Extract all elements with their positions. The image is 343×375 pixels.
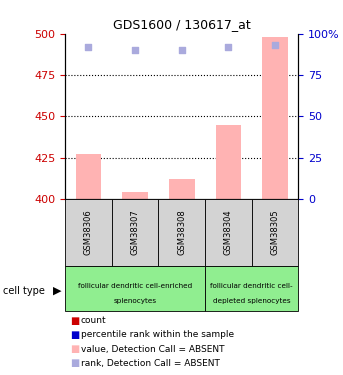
Point [226, 44, 231, 50]
Bar [158, 199, 205, 266]
Bar [169, 179, 194, 199]
Text: follicular dendritic cell-enriched: follicular dendritic cell-enriched [78, 284, 192, 290]
Bar [65, 266, 205, 311]
Bar [112, 199, 158, 266]
Text: ■: ■ [70, 358, 80, 368]
Text: rank, Detection Call = ABSENT: rank, Detection Call = ABSENT [81, 359, 220, 368]
Bar [122, 192, 148, 199]
Point [86, 44, 91, 50]
Text: percentile rank within the sample: percentile rank within the sample [81, 330, 234, 339]
Text: cell type: cell type [3, 286, 45, 296]
Text: GSM38306: GSM38306 [84, 210, 93, 255]
Bar [76, 154, 101, 199]
Text: count: count [81, 316, 106, 325]
Text: follicular dendritic cell-: follicular dendritic cell- [211, 284, 293, 290]
Point [179, 47, 185, 53]
Bar [216, 124, 241, 199]
Bar [262, 37, 288, 199]
Point [272, 42, 278, 48]
Bar [65, 199, 112, 266]
Text: ▶: ▶ [53, 286, 62, 296]
Bar [205, 266, 298, 311]
Text: ■: ■ [70, 316, 80, 326]
Text: splenocytes: splenocytes [114, 298, 157, 304]
Text: GSM38304: GSM38304 [224, 210, 233, 255]
Text: GSM38308: GSM38308 [177, 210, 186, 255]
Bar [252, 199, 298, 266]
Title: GDS1600 / 130617_at: GDS1600 / 130617_at [113, 18, 251, 31]
Text: GSM38305: GSM38305 [271, 210, 280, 255]
Text: value, Detection Call = ABSENT: value, Detection Call = ABSENT [81, 345, 224, 354]
Point [132, 47, 138, 53]
Bar [205, 199, 252, 266]
Text: ■: ■ [70, 344, 80, 354]
Text: ■: ■ [70, 330, 80, 340]
Text: depleted splenocytes: depleted splenocytes [213, 298, 291, 304]
Text: GSM38307: GSM38307 [131, 210, 140, 255]
